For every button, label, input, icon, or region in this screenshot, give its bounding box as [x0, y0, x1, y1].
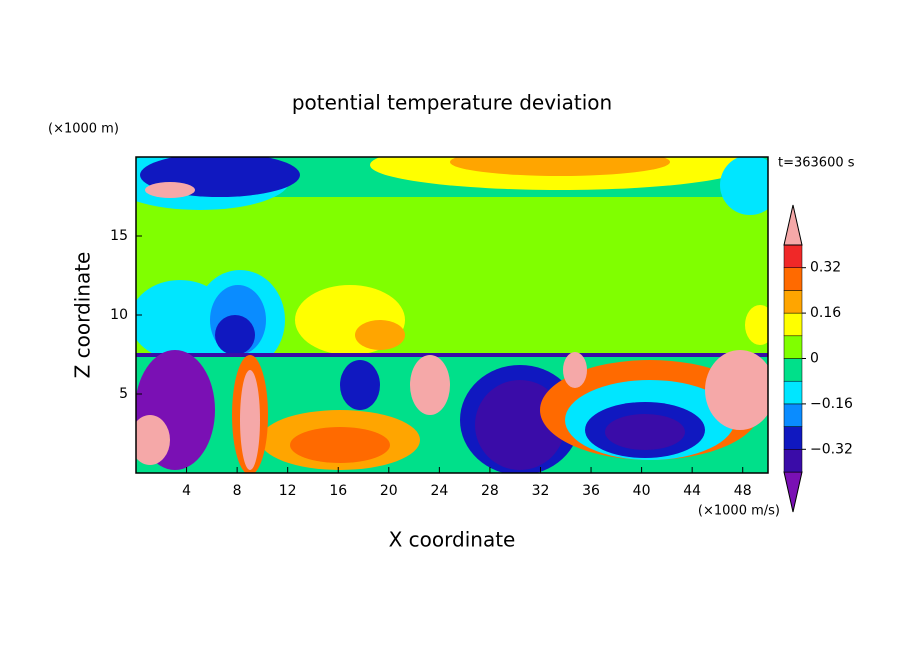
y-tick-label: 5: [119, 386, 128, 402]
colorbar-tick-label: −0.16: [810, 396, 853, 412]
colorbar-tick-label: 0.16: [810, 305, 841, 321]
colorbar-band: [783, 426, 803, 450]
x-tick-label: 24: [430, 483, 448, 499]
y-tick-label: 15: [110, 228, 128, 244]
colorbar-band: [783, 244, 803, 268]
colorbar-band: [783, 290, 803, 314]
colorbar-tick-label: 0.32: [810, 260, 841, 276]
colorbar-band: [783, 312, 803, 337]
x-unit: (×1000 m/s): [698, 504, 780, 519]
x-tick-label: 4: [182, 483, 191, 499]
y-unit: (×1000 m): [48, 122, 119, 137]
x-tick-label: 48: [734, 483, 752, 499]
x-tick-label: 20: [380, 483, 398, 499]
colorbar-band: [783, 335, 803, 359]
y-axis-label: Z coordinate: [71, 252, 95, 379]
colorbar-band: [783, 358, 803, 382]
y-tick-label: 10: [110, 307, 128, 323]
x-tick-label: 44: [683, 483, 701, 499]
colorbar-extend-high: [783, 204, 803, 246]
chart-title: potential temperature deviation: [292, 91, 612, 115]
colorbar-band: [783, 267, 803, 291]
x-tick-label: 28: [481, 483, 499, 499]
colorbar-tick-label: −0.32: [810, 441, 853, 457]
x-tick-label: 12: [279, 483, 297, 499]
colorbar-band: [783, 449, 803, 473]
colorbar-tick-label: 0: [810, 351, 819, 367]
time-label: t=363600 s: [778, 156, 855, 171]
contour-field: [136, 157, 768, 473]
x-tick-label: 32: [532, 483, 550, 499]
colorbar-band: [783, 380, 803, 405]
x-tick-label: 36: [582, 483, 600, 499]
x-tick-label: 8: [233, 483, 242, 499]
x-tick-label: 16: [329, 483, 347, 499]
x-tick-label: 40: [633, 483, 651, 499]
x-axis-label: X coordinate: [389, 528, 516, 552]
colorbar-extend-low: [783, 471, 803, 513]
colorbar-band: [783, 403, 803, 427]
